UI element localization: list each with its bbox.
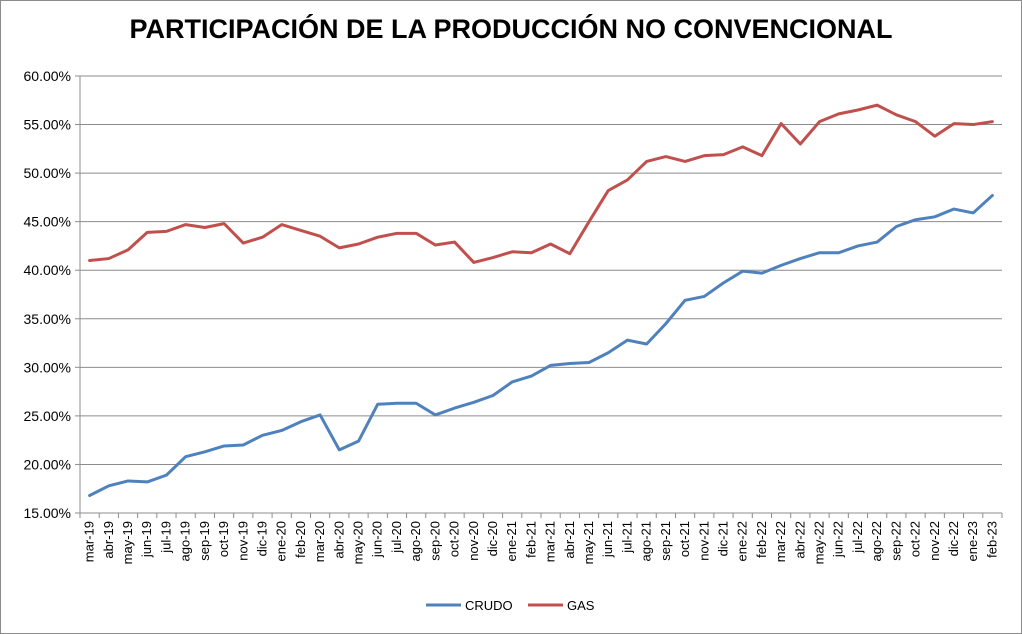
x-tick-label: feb-23 xyxy=(984,521,999,558)
x-tick-label: nov-22 xyxy=(927,521,942,561)
x-tick-label: abr-19 xyxy=(101,521,116,559)
y-tick-label: 20.00% xyxy=(24,456,71,472)
legend-label-gas: GAS xyxy=(567,598,595,613)
x-tick-label: mar-19 xyxy=(82,521,97,562)
x-tick-label: sep-22 xyxy=(888,521,903,561)
x-tick-label: ago-20 xyxy=(408,521,423,561)
series-line-gas xyxy=(88,103,994,264)
x-tick-label: mar-22 xyxy=(773,521,788,562)
x-tick-label: nov-19 xyxy=(235,521,250,561)
x-tick-label: mar-20 xyxy=(312,521,327,562)
x-tick-label: jun-19 xyxy=(139,521,154,558)
x-axis-tick-labels: mar-19 abr-19 may-19 jun-19 jul-19 ago-19 sep-… xyxy=(82,521,1000,564)
x-tick-label: ago-22 xyxy=(869,521,884,561)
x-tick-label: sep-19 xyxy=(197,521,212,561)
x-tick-label: jun-20 xyxy=(370,521,385,558)
y-axis-tick-labels: 15.00% 20.00% 25.00% 30.00% 35.00% 40.00% 45.0… xyxy=(24,68,71,521)
x-tick-label: jul-19 xyxy=(158,521,173,554)
y-tick-label: 30.00% xyxy=(24,359,71,375)
axes xyxy=(75,75,1003,518)
x-tick-label: sep-20 xyxy=(427,521,442,561)
legend-label-crudo: CRUDO xyxy=(465,598,513,613)
x-tick-label: ago-19 xyxy=(178,521,193,561)
series-line-crudo xyxy=(88,193,994,498)
gridlines xyxy=(80,75,1002,514)
y-tick-label: 60.00% xyxy=(24,68,71,84)
x-tick-label: abr-20 xyxy=(331,521,346,559)
x-tick-label: jun-21 xyxy=(600,521,615,558)
x-tick-label: ene-23 xyxy=(965,521,980,561)
x-tick-label: oct-21 xyxy=(677,521,692,557)
x-tick-label: sep-21 xyxy=(658,521,673,561)
x-tick-label: dic-21 xyxy=(715,521,730,556)
x-tick-label: nov-20 xyxy=(466,521,481,561)
legend: CRUDO GAS xyxy=(426,598,595,613)
x-tick-label: jul-21 xyxy=(619,521,634,554)
x-tick-label: dic-22 xyxy=(946,521,961,556)
x-tick-label: may-20 xyxy=(351,521,366,564)
x-tick-label: dic-19 xyxy=(254,521,269,556)
x-tick-label: may-22 xyxy=(812,521,827,564)
x-tick-label: nov-21 xyxy=(696,521,711,561)
x-tick-label: may-19 xyxy=(120,521,135,564)
x-tick-label: ene-20 xyxy=(274,521,289,561)
y-tick-label: 15.00% xyxy=(24,505,71,521)
y-tick-label: 55.00% xyxy=(24,117,71,133)
y-tick-label: 45.00% xyxy=(24,214,71,230)
x-tick-label: mar-21 xyxy=(543,521,558,562)
y-tick-label: 25.00% xyxy=(24,408,71,424)
x-tick-label: ene-22 xyxy=(735,521,750,561)
x-tick-label: jul-20 xyxy=(389,521,404,554)
x-tick-label: oct-20 xyxy=(447,521,462,557)
x-tick-label: abr-21 xyxy=(562,521,577,559)
chart-title: PARTICIPACIÓN DE LA PRODUCCIÓN NO CONVEN… xyxy=(129,14,893,44)
x-tick-label: dic-20 xyxy=(485,521,500,556)
x-tick-label: ago-21 xyxy=(639,521,654,561)
y-tick-label: 35.00% xyxy=(24,311,71,327)
series-lines xyxy=(88,103,994,498)
x-tick-label: ene-21 xyxy=(504,521,519,561)
x-tick-label: may-21 xyxy=(581,521,596,564)
y-tick-label: 40.00% xyxy=(24,262,71,278)
y-tick-label: 50.00% xyxy=(24,165,71,181)
x-tick-label: feb-22 xyxy=(754,521,769,558)
x-tick-label: feb-21 xyxy=(523,521,538,558)
x-tick-label: jul-22 xyxy=(850,521,865,554)
x-tick-label: jun-22 xyxy=(831,521,846,558)
x-tick-label: oct-19 xyxy=(216,521,231,557)
x-tick-label: abr-22 xyxy=(792,521,807,559)
x-tick-label: oct-22 xyxy=(908,521,923,557)
x-tick-label: feb-20 xyxy=(293,521,308,558)
